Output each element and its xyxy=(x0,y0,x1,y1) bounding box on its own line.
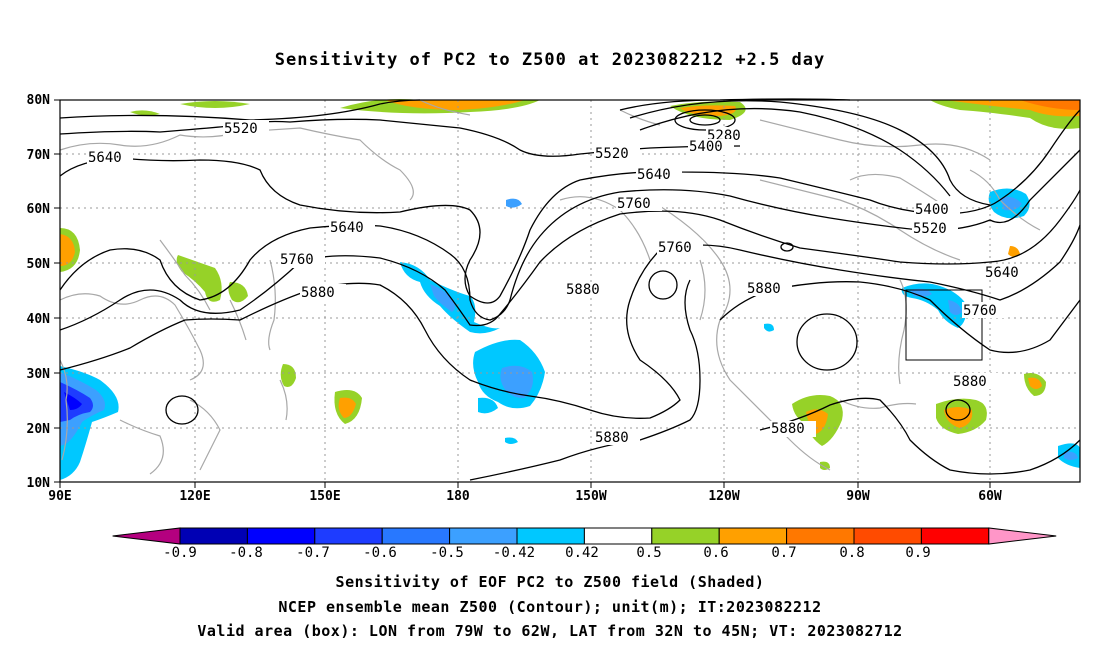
contour-label: 5640 xyxy=(637,167,671,183)
map-title: Sensitivity of PC2 to Z500 at 2023082212… xyxy=(274,50,826,70)
contour-label: 5760 xyxy=(963,303,997,319)
contour-label: 5520 xyxy=(595,146,629,162)
colorbar-cell xyxy=(246,527,316,545)
colorbar-cell xyxy=(112,527,181,545)
lat-label: 30N xyxy=(27,367,51,382)
lon-label: 90W xyxy=(846,489,870,504)
valid-area-box xyxy=(905,289,983,361)
contour-label: 5880 xyxy=(771,421,805,437)
colorbar-cell xyxy=(651,527,720,545)
colorbar-cell xyxy=(314,527,383,545)
colorbar-tick-label: -0.8 xyxy=(229,545,263,561)
lon-label: 150E xyxy=(309,489,340,504)
colorbar: -0.9 -0.8 -0.7 -0.6 -0.5 -0.42 0.42 0.5 … xyxy=(112,527,1057,561)
colorbar-labels: -0.9 -0.8 -0.7 -0.6 -0.5 -0.42 0.42 0.5 … xyxy=(163,545,931,561)
lon-label: 120E xyxy=(179,489,210,504)
colorbar-tick-label: 0.9 xyxy=(905,545,930,561)
caption-line-1: Sensitivity of EOF PC2 to Z500 field (Sh… xyxy=(335,573,765,591)
colorbar-cell xyxy=(718,527,788,545)
lat-label: 80N xyxy=(27,93,51,108)
colorbar-cell xyxy=(786,527,855,545)
contour-label: 5880 xyxy=(953,374,987,390)
colorbar-cell xyxy=(920,527,990,545)
lat-label: 50N xyxy=(27,257,51,272)
colorbar-cells xyxy=(112,527,1057,545)
grid xyxy=(60,100,1080,482)
colorbar-tick-label: -0.9 xyxy=(163,545,197,561)
lon-label: 120W xyxy=(708,489,739,504)
colorbar-tick-label: -0.7 xyxy=(296,545,330,561)
lon-label: 180 xyxy=(446,489,470,504)
colorbar-cell xyxy=(988,527,1057,545)
contour-label: 5760 xyxy=(280,252,314,268)
colorbar-cell xyxy=(516,527,585,545)
colorbar-tick-label: 0.6 xyxy=(703,545,728,561)
contour-label: 5760 xyxy=(617,196,651,212)
contour-labels: 5520 5640 5280 5400 5520 5640 5760 5760 … xyxy=(87,120,1030,446)
colorbar-tick-label: 0.7 xyxy=(771,545,796,561)
colorbar-tick-label: 0.5 xyxy=(636,545,661,561)
lat-ticks xyxy=(54,99,60,483)
colorbar-tick-label: -0.5 xyxy=(430,545,464,561)
latitude-labels: 80N 70N 60N 50N 40N 30N 20N 10N xyxy=(27,93,51,491)
lon-label: 90E xyxy=(48,489,71,504)
colorbar-tick-label: 0.8 xyxy=(839,545,864,561)
contour-label: 5520 xyxy=(913,221,947,237)
contour-label: 5400 xyxy=(689,139,723,155)
colorbar-tick-label: -0.6 xyxy=(363,545,397,561)
map-frame xyxy=(59,99,1081,483)
contour-label: 5880 xyxy=(595,430,629,446)
contour-label: 5640 xyxy=(985,265,1019,281)
lat-label: 60N xyxy=(27,202,51,217)
contour-label: 5880 xyxy=(301,285,335,301)
colorbar-cell xyxy=(583,527,653,545)
lat-label: 10N xyxy=(27,476,51,491)
caption-line-3: Valid area (box): LON from 79W to 62W, L… xyxy=(197,622,903,640)
contour-label: 5640 xyxy=(330,220,364,236)
lat-label: 20N xyxy=(27,422,51,437)
contour-label: 5760 xyxy=(658,240,692,256)
contour-label: 5640 xyxy=(88,150,122,166)
lon-label: 60W xyxy=(978,489,1002,504)
contour-label: 5880 xyxy=(566,282,600,298)
lon-ticks xyxy=(59,482,991,488)
longitude-labels: 90E 120E 150E 180 150W 120W 90W 60W xyxy=(48,489,1002,504)
lat-label: 70N xyxy=(27,148,51,163)
colorbar-cell xyxy=(449,527,518,545)
colorbar-tick-label: 0.42 xyxy=(565,545,599,561)
colorbar-tick-label: -0.42 xyxy=(493,545,535,561)
contour-label: 5520 xyxy=(224,121,258,137)
colorbar-cell xyxy=(381,527,451,545)
contour-label: 5880 xyxy=(747,281,781,297)
caption-line-2: NCEP ensemble mean Z500 (Contour); unit(… xyxy=(278,598,822,616)
lon-label: 150W xyxy=(575,489,606,504)
lat-label: 40N xyxy=(27,312,51,327)
contour-label: 5400 xyxy=(915,202,949,218)
colorbar-cell xyxy=(853,527,922,545)
colorbar-cell xyxy=(179,527,248,545)
